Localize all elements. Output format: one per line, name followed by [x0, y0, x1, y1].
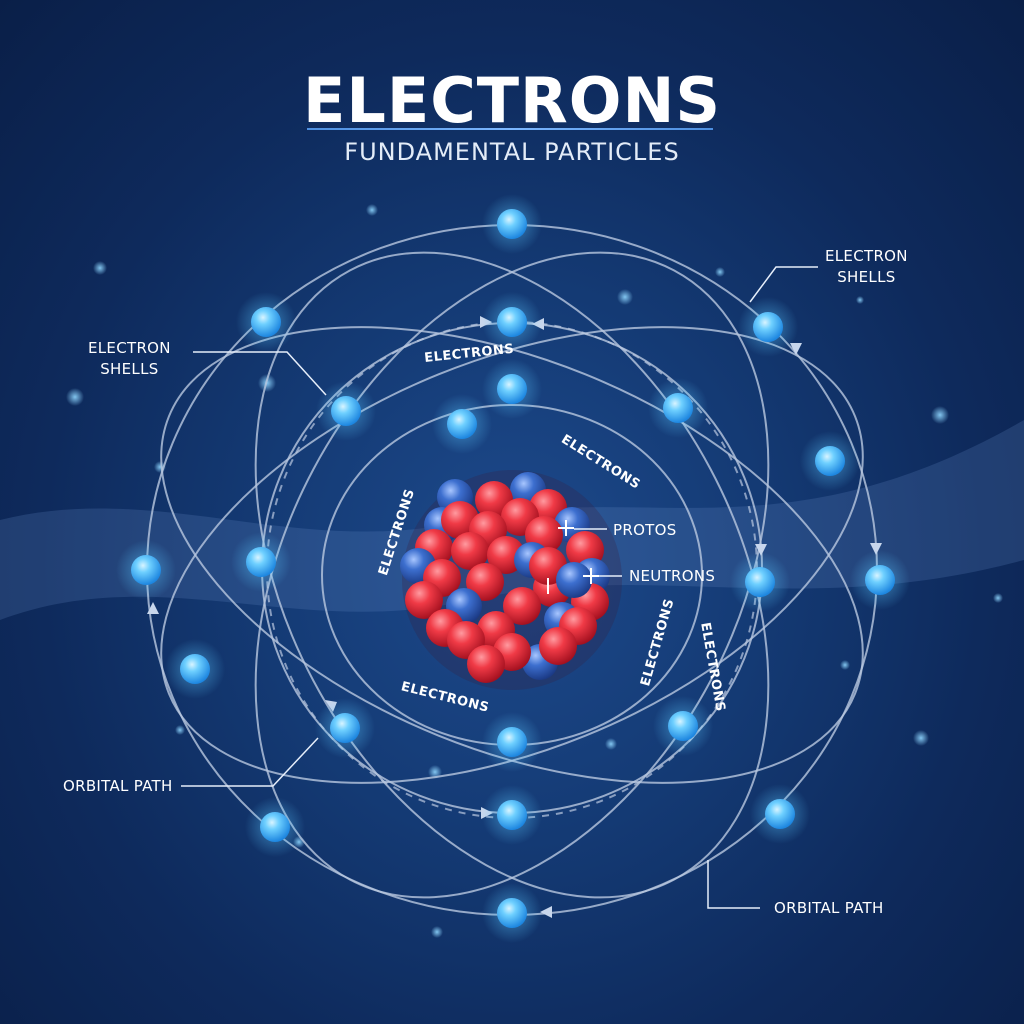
proton	[503, 587, 541, 625]
leader-line-orbital-right	[707, 860, 760, 909]
page-subtitle: FUNDAMENTAL PARTICLES	[344, 138, 680, 166]
proton	[539, 627, 577, 665]
electrons	[116, 194, 910, 943]
leader-line-shells-left	[193, 351, 327, 396]
callout-line: ELECTRON	[825, 247, 908, 265]
callout-protons: PROTOS	[613, 521, 677, 539]
plus-sign-icon	[558, 520, 574, 536]
title-underline	[307, 128, 713, 130]
callout-line: SHELLS	[100, 360, 159, 378]
arrow-icon	[755, 544, 767, 556]
callout-orbital-path-right: ORBITAL PATH	[774, 899, 884, 917]
orbit-tilted-a	[160, 326, 864, 784]
arrow-icon	[540, 906, 552, 918]
orbit-tall-a	[254, 251, 770, 899]
orbit-label-right-outer: ELECTRONS	[697, 621, 727, 712]
electron	[482, 194, 542, 254]
arrow-icon	[870, 543, 882, 555]
leader-line-shells-right	[749, 266, 818, 303]
electron	[316, 381, 376, 441]
electron	[245, 797, 305, 857]
orbit-tall-b	[254, 251, 770, 899]
electron	[730, 552, 790, 612]
electron	[482, 712, 542, 772]
electron	[231, 532, 291, 592]
orbit-label-bottom: ELECTRONS	[399, 679, 490, 715]
proton	[467, 645, 505, 683]
electron	[738, 297, 798, 357]
electron	[116, 540, 176, 600]
callout-orbital-path-left: ORBITAL PATH	[63, 777, 173, 795]
proton	[451, 532, 489, 570]
electron	[750, 784, 810, 844]
leader-lines	[181, 266, 818, 909]
electron	[850, 550, 910, 610]
electron	[236, 292, 296, 352]
leader-line-orbital-left	[181, 737, 319, 787]
page-title: ELECTRONS	[303, 64, 721, 137]
arrow-icon	[790, 343, 802, 355]
electron	[315, 698, 375, 758]
callout-electron-shells-right: ELECTRON SHELLS	[825, 246, 908, 288]
arrow-icon	[147, 602, 159, 614]
neutron	[556, 562, 592, 598]
electron	[482, 292, 542, 352]
electron	[482, 359, 542, 419]
electron	[648, 378, 708, 438]
plus-sign-icon	[583, 568, 599, 584]
proton	[405, 581, 443, 619]
callout-line: SHELLS	[837, 268, 896, 286]
electron	[653, 696, 713, 756]
electron	[165, 639, 225, 699]
nucleus	[400, 470, 622, 690]
callout-line: ELECTRON	[88, 339, 171, 357]
callout-neutrons: NEUTRONS	[629, 567, 716, 585]
electron	[432, 394, 492, 454]
callout-electron-shells-left: ELECTRON SHELLS	[88, 338, 171, 380]
orbit-label-right-inner: ELECTRONS	[638, 597, 677, 688]
proton	[466, 563, 504, 601]
electron	[482, 785, 542, 845]
orbit-tilted-b	[160, 326, 864, 784]
electron	[482, 883, 542, 943]
electron	[800, 431, 860, 491]
